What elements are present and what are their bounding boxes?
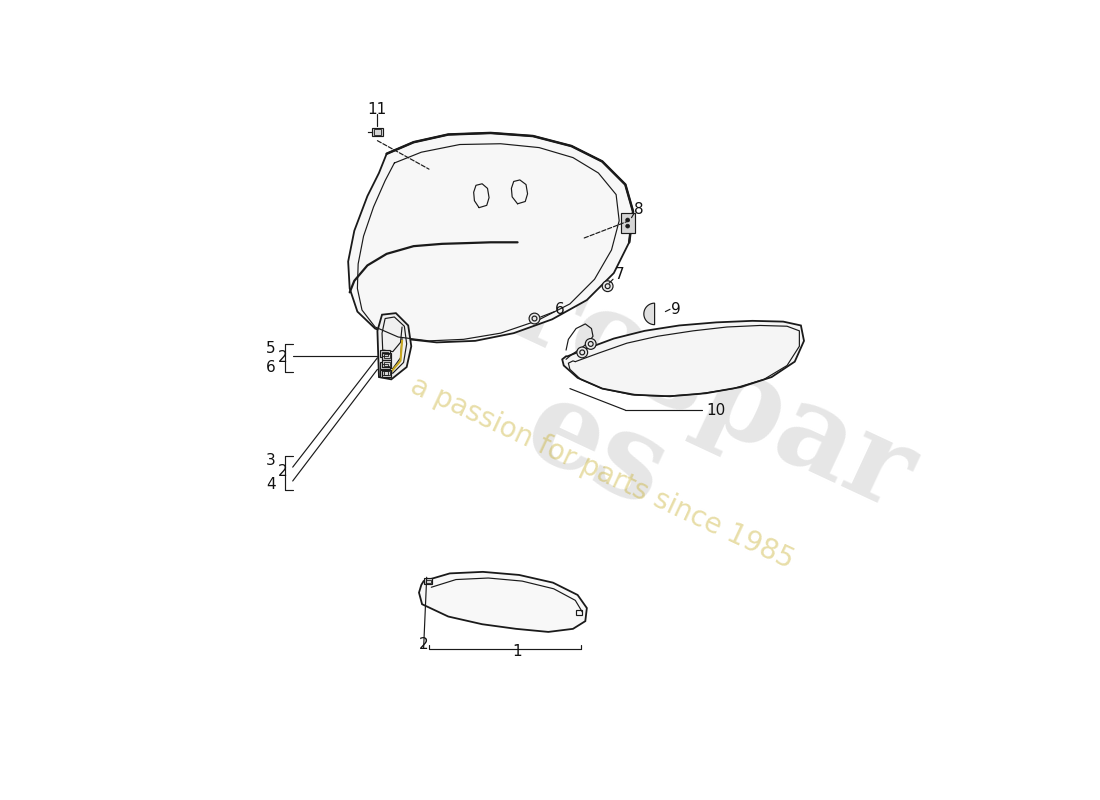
Text: 6: 6 xyxy=(266,359,276,374)
Circle shape xyxy=(585,338,596,350)
Bar xyxy=(372,128,383,137)
Text: 2: 2 xyxy=(278,464,287,479)
Circle shape xyxy=(529,313,540,324)
Text: 2: 2 xyxy=(419,637,428,652)
Bar xyxy=(382,353,392,360)
Text: 9: 9 xyxy=(671,302,680,317)
Bar xyxy=(384,371,389,375)
Text: 1: 1 xyxy=(513,645,522,659)
Polygon shape xyxy=(644,303,654,325)
Text: 5: 5 xyxy=(266,341,276,356)
Bar xyxy=(384,354,389,358)
Bar xyxy=(382,363,388,367)
Bar xyxy=(576,610,582,615)
Polygon shape xyxy=(419,572,587,632)
Text: 4: 4 xyxy=(266,478,276,492)
Bar xyxy=(382,371,388,375)
Bar xyxy=(381,370,389,377)
Circle shape xyxy=(626,224,629,228)
Bar xyxy=(620,213,635,233)
Bar xyxy=(374,130,382,135)
Text: 11: 11 xyxy=(367,102,387,118)
Polygon shape xyxy=(348,133,634,342)
Bar xyxy=(381,362,389,369)
Circle shape xyxy=(576,347,587,358)
Text: 3: 3 xyxy=(266,454,276,469)
Text: a passion for parts since 1985: a passion for parts since 1985 xyxy=(406,372,799,574)
Bar xyxy=(425,578,432,584)
Polygon shape xyxy=(562,321,804,396)
Bar xyxy=(382,352,388,356)
Bar xyxy=(382,370,392,377)
Text: 7: 7 xyxy=(615,267,624,282)
Circle shape xyxy=(603,281,613,291)
Text: 2: 2 xyxy=(278,350,287,366)
Bar xyxy=(382,361,392,367)
Text: 8: 8 xyxy=(635,202,643,218)
Bar xyxy=(426,579,430,582)
Text: 6: 6 xyxy=(556,302,564,317)
Bar xyxy=(384,362,389,366)
Circle shape xyxy=(626,218,629,222)
Text: eurospar
es: eurospar es xyxy=(305,182,931,626)
Polygon shape xyxy=(377,313,411,379)
Text: 10: 10 xyxy=(706,402,726,418)
Bar xyxy=(381,350,389,358)
